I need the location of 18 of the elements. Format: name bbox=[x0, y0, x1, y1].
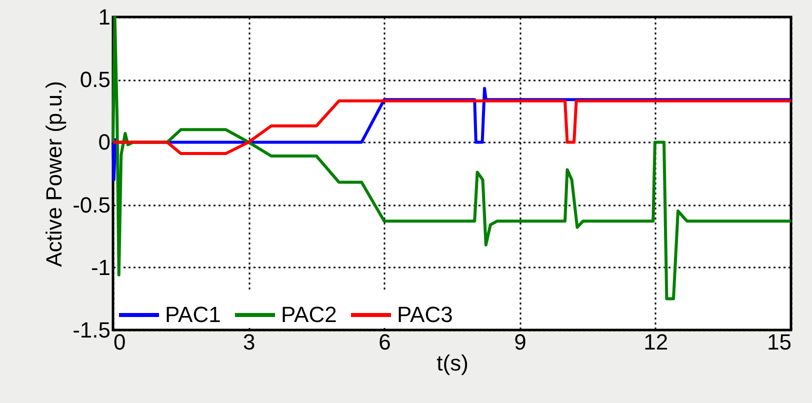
x-tick-label: 6 bbox=[378, 330, 391, 354]
legend-label: PAC1 bbox=[165, 302, 221, 327]
y-tick-label: -1 bbox=[90, 254, 110, 280]
y-axis-title: Active Power (p.u.) bbox=[42, 81, 67, 267]
y-tick-label: 1 bbox=[98, 4, 110, 30]
x-tick-label: 3 bbox=[242, 330, 256, 354]
x-tick-label: 12 bbox=[644, 330, 668, 354]
y-tick-label: -0.5 bbox=[72, 192, 110, 218]
y-tick-label: 0 bbox=[98, 130, 110, 155]
x-tick-label: 9 bbox=[514, 330, 526, 354]
x-tick-label: 15 bbox=[767, 330, 792, 354]
x-tick-label: 0 bbox=[114, 330, 126, 354]
legend-label: PAC2 bbox=[281, 302, 337, 327]
x-axis-title: t(s) bbox=[436, 350, 468, 376]
line-series bbox=[112, 99, 792, 155]
y-tick-label: -1.5 bbox=[72, 318, 110, 342]
y-tick-label: 0.5 bbox=[80, 67, 110, 92]
legend-label: PAC3 bbox=[397, 302, 453, 327]
